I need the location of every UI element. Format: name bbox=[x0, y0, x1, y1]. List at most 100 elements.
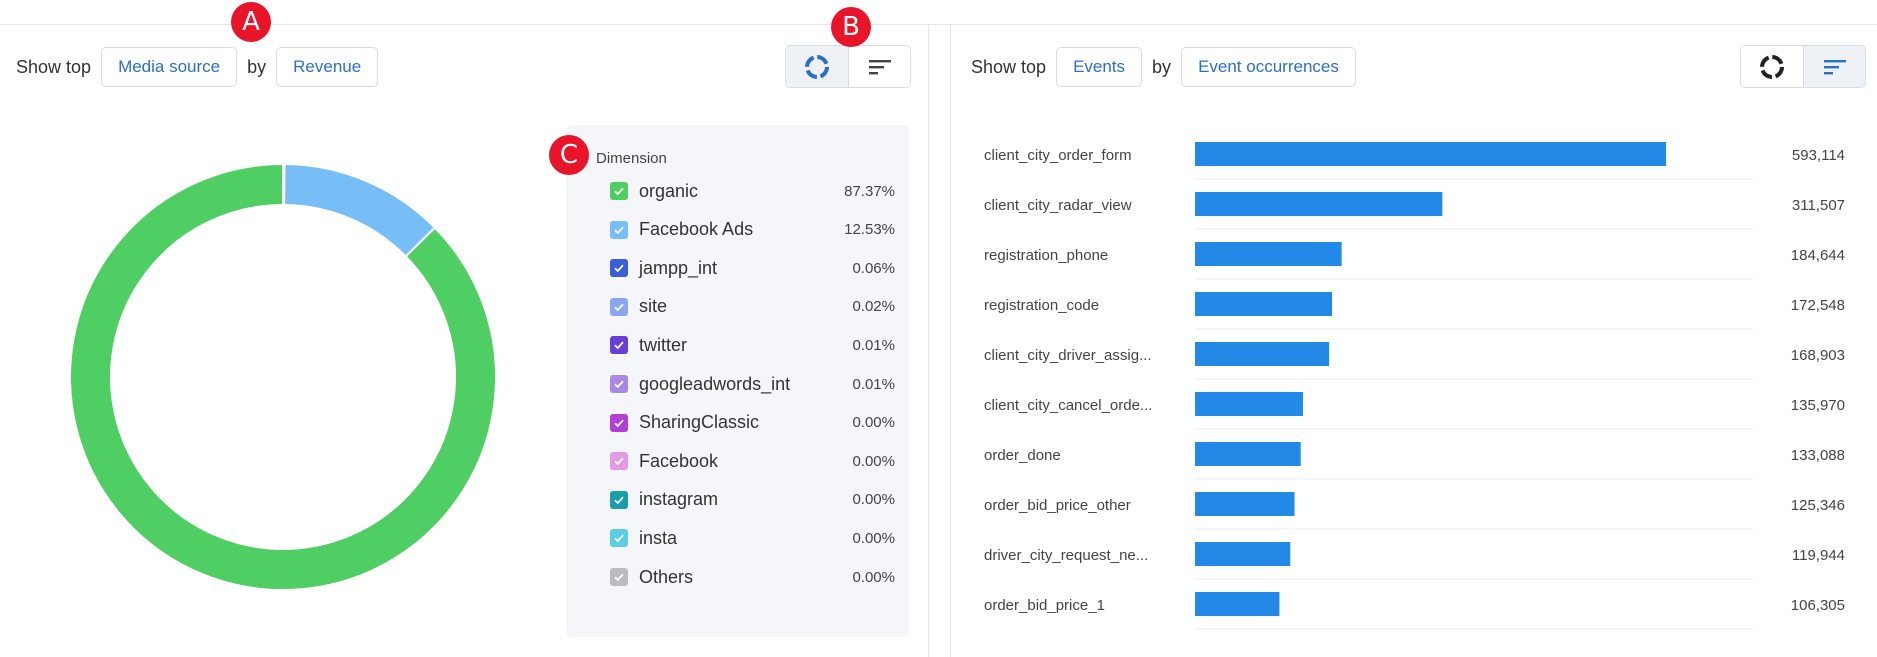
legend-item[interactable]: organic 87.37% bbox=[610, 178, 895, 204]
legend-title: Dimension bbox=[596, 150, 667, 167]
legend-item-pct: 0.00% bbox=[852, 452, 895, 470]
dimension-select[interactable]: Media source bbox=[101, 47, 238, 87]
bar-category-label: registration_code bbox=[984, 297, 1099, 314]
bar-client-city-driver-assig-[interactable] bbox=[1195, 342, 1330, 366]
legend-item-pct: 0.00% bbox=[852, 529, 895, 547]
top-divider bbox=[0, 24, 1877, 25]
bar-value-label: 311,507 bbox=[1792, 197, 1845, 214]
by-label: by bbox=[1152, 56, 1172, 77]
bar-order-done[interactable] bbox=[1195, 442, 1301, 466]
legend-item-name: Facebook bbox=[639, 450, 719, 471]
bar-sort-icon bbox=[1823, 59, 1846, 74]
donut-chart-svg bbox=[69, 162, 497, 591]
checkbox-checked-icon[interactable] bbox=[610, 259, 628, 278]
dimension-legend: Dimension organic 87.37% Facebook Ads 12.53… bbox=[566, 125, 909, 637]
checkbox-checked-icon[interactable] bbox=[610, 336, 628, 355]
legend-item-name: jampp_int bbox=[639, 257, 718, 278]
bar-value-label: 125,346 bbox=[1791, 497, 1845, 514]
legend-item[interactable]: twitter 0.01% bbox=[610, 332, 895, 358]
legend-item-pct: 0.00% bbox=[852, 414, 895, 432]
marker-c: C bbox=[549, 135, 589, 175]
bar-order-bid-price-other[interactable] bbox=[1195, 492, 1295, 516]
legend-item-name: organic bbox=[639, 180, 699, 201]
checkbox-checked-icon[interactable] bbox=[610, 375, 628, 393]
events-bar-chart: client_city_order_form 593,114 client_city… bbox=[984, 142, 1845, 630]
legend-item[interactable]: insta 0.00% bbox=[610, 525, 895, 551]
bar-order-bid-price-1[interactable] bbox=[1195, 592, 1280, 616]
donut-chart-icon bbox=[805, 54, 829, 79]
legend-item[interactable]: SharingClassic 0.00% bbox=[610, 410, 895, 436]
bar-value-label: 593,114 bbox=[1792, 147, 1845, 164]
left-toolbar: Show top Media source by Revenue bbox=[16, 47, 379, 87]
bar-category-label: client_city_radar_view bbox=[984, 197, 1132, 214]
bar-registration-code[interactable] bbox=[1195, 292, 1333, 316]
bar-category-label: order_done bbox=[984, 447, 1061, 464]
bar-view-button[interactable] bbox=[848, 46, 910, 87]
dimension-select[interactable]: Events bbox=[1056, 47, 1143, 87]
metric-select[interactable]: Event occurrences bbox=[1181, 47, 1356, 87]
legend-item[interactable]: instagram 0.00% bbox=[610, 487, 895, 513]
legend-item[interactable]: Others 0.00% bbox=[610, 564, 895, 590]
donut-view-button[interactable] bbox=[1741, 46, 1803, 87]
legend-item-name: twitter bbox=[639, 334, 688, 355]
donut-chart-icon bbox=[1760, 54, 1784, 79]
legend-item-pct: 0.02% bbox=[852, 298, 895, 316]
legend-item[interactable]: site 0.02% bbox=[610, 294, 895, 320]
bar-value-label: 172,548 bbox=[1791, 297, 1845, 314]
by-label: by bbox=[247, 56, 267, 77]
chart-view-toggle bbox=[785, 45, 911, 88]
donut-chart bbox=[68, 162, 498, 592]
donut-view-button[interactable] bbox=[786, 46, 848, 87]
marker-a: A bbox=[231, 2, 271, 42]
bar-client-city-order-form[interactable] bbox=[1195, 142, 1666, 166]
checkbox-checked-icon[interactable] bbox=[610, 529, 628, 548]
chart-view-toggle bbox=[1740, 45, 1866, 88]
legend-item-pct: 0.00% bbox=[852, 568, 895, 586]
events-panel: client_city_order_form 593,114 client_city… bbox=[950, 25, 1877, 657]
bar-category-label: client_city_cancel_orde... bbox=[984, 397, 1152, 414]
bar-category-label: order_bid_price_1 bbox=[984, 597, 1105, 614]
checkbox-checked-icon[interactable] bbox=[610, 182, 628, 200]
checkbox-checked-icon[interactable] bbox=[610, 568, 628, 586]
bar-sort-icon bbox=[868, 59, 891, 74]
checkbox-checked-icon[interactable] bbox=[610, 413, 628, 432]
legend-item-pct: 87.37% bbox=[844, 182, 895, 200]
bar-view-button[interactable] bbox=[1803, 46, 1865, 87]
bar-registration-phone[interactable] bbox=[1195, 242, 1342, 266]
legend-item-name: insta bbox=[639, 527, 678, 548]
bar-value-label: 135,970 bbox=[1791, 397, 1845, 414]
marker-b: B bbox=[831, 7, 871, 47]
show-top-label: Show top bbox=[16, 56, 92, 77]
donut-slice-facebook-ads[interactable] bbox=[283, 162, 437, 258]
legend-item-name: googleadwords_int bbox=[639, 373, 791, 394]
legend-item[interactable]: Facebook Ads 12.53% bbox=[610, 217, 895, 243]
bar-value-label: 106,305 bbox=[1791, 597, 1845, 614]
bar-client-city-radar-view[interactable] bbox=[1195, 192, 1443, 216]
legend-item-pct: 0.06% bbox=[852, 259, 895, 277]
legend-item[interactable]: jampp_int 0.06% bbox=[610, 255, 895, 281]
legend-item[interactable]: googleadwords_int 0.01% bbox=[610, 371, 895, 397]
checkbox-checked-icon[interactable] bbox=[610, 297, 628, 316]
bar-value-label: 168,903 bbox=[1791, 347, 1845, 364]
bar-category-label: order_bid_price_other bbox=[984, 497, 1131, 514]
right-toolbar: Show top Events by Event occurrences bbox=[971, 47, 1356, 87]
bar-category-label: client_city_order_form bbox=[984, 147, 1132, 164]
bar-category-label: registration_phone bbox=[984, 247, 1108, 264]
bar-category-label: driver_city_request_ne... bbox=[984, 547, 1148, 564]
legend-item-pct: 12.53% bbox=[844, 221, 895, 239]
legend-item-name: SharingClassic bbox=[639, 412, 760, 433]
metric-select[interactable]: Revenue bbox=[276, 47, 379, 87]
donut-slice-organic[interactable] bbox=[69, 162, 497, 591]
checkbox-checked-icon[interactable] bbox=[610, 220, 628, 239]
legend-item-pct: 0.01% bbox=[852, 375, 895, 393]
bar-category-label: client_city_driver_assig... bbox=[984, 347, 1152, 364]
legend-item[interactable]: Facebook 0.00% bbox=[610, 448, 895, 474]
bar-driver-city-request-ne-[interactable] bbox=[1195, 542, 1291, 566]
legend-item-name: Others bbox=[639, 566, 694, 587]
checkbox-checked-icon[interactable] bbox=[610, 490, 628, 509]
bar-client-city-cancel-orde-[interactable] bbox=[1195, 392, 1303, 416]
checkbox-checked-icon[interactable] bbox=[610, 452, 628, 471]
legend-item-pct: 0.01% bbox=[852, 336, 895, 354]
bar-value-label: 184,644 bbox=[1791, 247, 1845, 264]
panel-gap bbox=[929, 25, 950, 657]
